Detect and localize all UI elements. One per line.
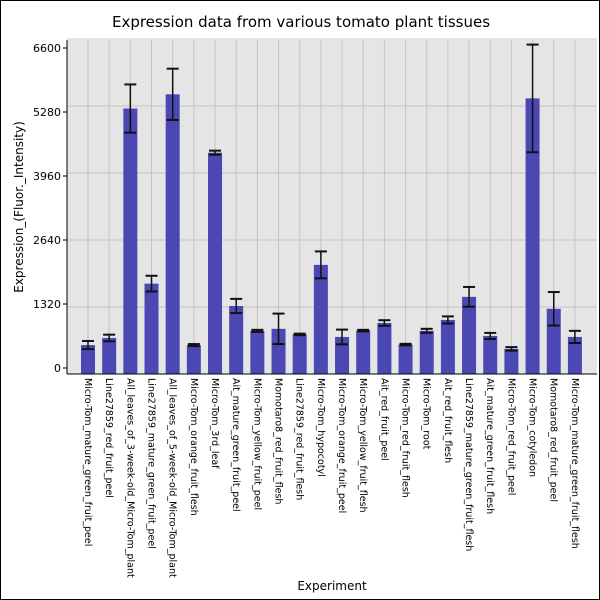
bar (440, 319, 455, 374)
bar (165, 94, 180, 375)
y-tick-label: 3960 (33, 170, 61, 183)
bar (102, 337, 117, 374)
x-tick-label: Micro-Tom_mature_green_fruit_peel (82, 378, 93, 546)
error-bar (399, 342, 412, 347)
error-bar (82, 340, 94, 351)
x-tick-label: All_leaves_of_3-week-old_Micro-Tom_plant (124, 378, 135, 578)
bar (208, 152, 223, 374)
x-tick-label: Micro-Tom_red_fruit_flesh (400, 378, 411, 498)
bar (419, 330, 434, 374)
x-axis-label: Experiment (297, 579, 367, 593)
x-tick-label: Micro-Tom_orange_fruit_flesh (188, 378, 199, 516)
x-tick-label: Micro-Tom_cotyledon (527, 378, 538, 477)
bar (292, 334, 307, 374)
bar (186, 345, 201, 374)
bar (504, 348, 519, 374)
y-tick-label: 0 (54, 362, 61, 375)
error-bar (187, 343, 200, 348)
bar (567, 336, 582, 374)
x-tick-label: Micro-Tom_orange_fruit_peel (336, 378, 347, 513)
x-tick-label: All_leaves_of_5-week-old_Micro-Tom_plant (167, 378, 178, 578)
error-bar (124, 83, 137, 134)
error-bar (441, 315, 454, 325)
bar (123, 108, 138, 375)
x-tick-label: Ait_mature_green_fruit_peel (230, 378, 241, 512)
error-bar (463, 285, 476, 308)
bar (483, 335, 498, 374)
error-bar (209, 149, 222, 156)
x-tick-label: Micro-Tom_root (421, 378, 432, 450)
error-bar (568, 329, 581, 345)
error-bar (547, 291, 560, 327)
error-bar (378, 319, 391, 327)
error-bar (166, 67, 179, 121)
bar (462, 296, 477, 374)
bar (250, 330, 265, 374)
x-tick-label: Micro-Tom_mature_green_fruit_flesh (569, 378, 580, 549)
y-tick-label: 6600 (33, 42, 61, 55)
x-tick-label: Momotaro8_red_fruit_peel (548, 378, 559, 502)
x-tick-label: Micro-Tom_red_fruit_peel (505, 378, 516, 495)
x-tick-label: Micro-Tom_3rd_leaf (209, 378, 220, 469)
x-tick-label: Line27859_mature_green_fruit_flesh (463, 378, 474, 551)
error-bar (145, 274, 158, 293)
bar (377, 322, 392, 374)
y-axis-label: Expression_(Fluor._Intensity) (12, 121, 26, 293)
x-tick-label: Ait_red_fruit_peel (378, 378, 389, 461)
error-bar (314, 250, 327, 280)
bar (356, 330, 371, 374)
bar (81, 345, 95, 374)
error-bar (272, 312, 285, 346)
x-tick-label: Line27859_mature_green_fruit_peel (146, 378, 157, 549)
bar (229, 305, 244, 374)
error-bar (357, 328, 370, 333)
error-bar (505, 346, 518, 352)
x-tick-label: Micro-Tom_yellow_fruit_peel (251, 378, 262, 510)
y-tick-label: 5280 (33, 106, 61, 119)
y-tick-label: 2640 (33, 234, 61, 247)
x-tick-label: Ait_mature_green_fruit_flesh (484, 378, 495, 514)
bar (144, 283, 159, 374)
error-bar (251, 328, 264, 333)
bar (335, 336, 350, 374)
error-bar (484, 331, 497, 340)
bar (525, 98, 540, 375)
error-bar (526, 43, 539, 154)
chart-title: Expression data from various tomato plan… (112, 13, 490, 31)
bar (398, 344, 413, 374)
x-tick-label: Micro-Tom_yellow_fruit_flesh (357, 378, 368, 513)
error-bar (336, 328, 349, 346)
x-tick-label: Micro-Tom_hypocotyl (315, 378, 326, 477)
error-bar (293, 332, 306, 337)
y-tick-label: 1320 (33, 298, 61, 311)
x-tick-label: Line27859_red_fruit_flesh (294, 378, 305, 500)
x-tick-label: Line27859_red_fruit_peel (103, 378, 114, 498)
error-bar (230, 297, 243, 315)
error-bar (420, 327, 433, 334)
error-bar (103, 333, 116, 343)
x-tick-label: Ait_red_fruit_flesh (442, 378, 453, 463)
bar (313, 264, 328, 374)
bar (271, 328, 286, 374)
x-tick-label: Momotaro8_red_fruit_flesh (273, 378, 284, 504)
